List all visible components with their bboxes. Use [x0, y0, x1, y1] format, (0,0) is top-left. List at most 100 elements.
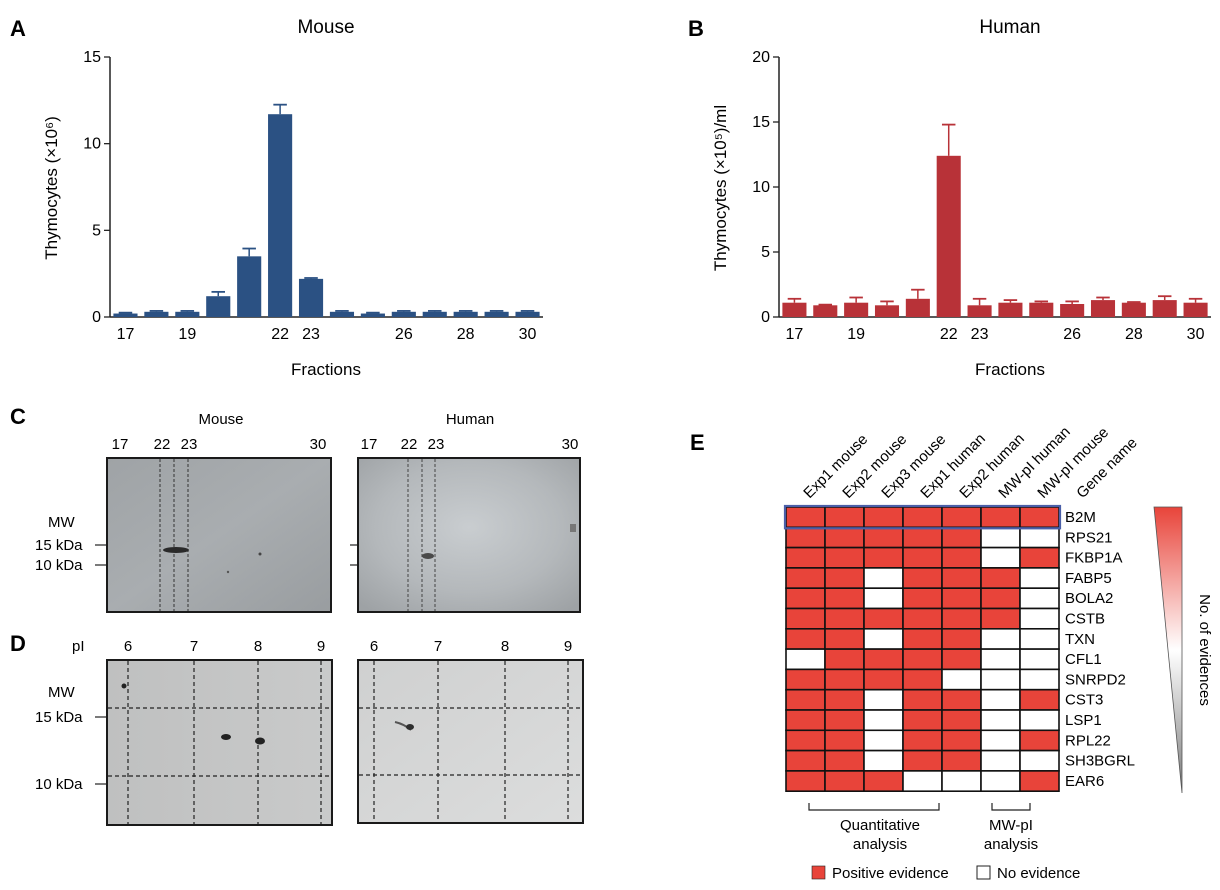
heatmap-cell [1019, 607, 1060, 630]
heatmap-cell [1019, 729, 1060, 752]
blot-human [357, 457, 581, 613]
bracket-mwpi-line1: MW-pI [989, 817, 1033, 834]
bar-fraction-28 [453, 311, 478, 317]
heatmap-cell [941, 648, 982, 671]
heatmap-cell [824, 709, 865, 732]
heatmap-cell [785, 526, 826, 549]
heatmap-cell [941, 546, 982, 569]
heatmap-cell [902, 546, 943, 569]
bar-fraction-17 [113, 313, 138, 317]
heatmap-cell [902, 567, 943, 590]
x-tick-label: 17 [117, 326, 135, 343]
heatmap-cell [902, 709, 943, 732]
legend-negative-label: No evidence [997, 865, 1080, 882]
pi-label: pI [72, 638, 85, 655]
heatmap-cell [980, 526, 1021, 549]
legend-negative-swatch [976, 865, 991, 880]
panel-label-b: B [688, 16, 704, 41]
heatmap-cell [902, 587, 943, 610]
y-tick-label: 15 [752, 114, 770, 131]
pi-value-6: 6 [124, 638, 132, 655]
y-tick-label: 0 [92, 309, 101, 326]
lane-label-23: 23 [181, 436, 198, 453]
heatmap-cell [941, 709, 982, 732]
heatmap-cell [863, 506, 904, 529]
gene-label: CST3 [1065, 692, 1103, 709]
gene-label: TXN [1065, 631, 1095, 648]
x-tick-label: 26 [395, 326, 413, 343]
y-tick-label: 10 [83, 136, 101, 153]
evidence-gradient: No. of evidences [1153, 506, 1213, 794]
heatmap-cell [980, 567, 1021, 590]
heatmap-cell [824, 729, 865, 752]
bar-fraction-20 [206, 296, 231, 317]
bar-fraction-28 [1121, 302, 1146, 317]
heatmap-cell [863, 648, 904, 671]
bracket-quantitative-label: Quantitative analysis [840, 817, 920, 853]
heatmap-cell [824, 627, 865, 650]
heatmap-cell [980, 688, 1021, 711]
heatmap-cell [980, 648, 1021, 671]
y-tick-label: 15 [83, 49, 101, 66]
heatmap-cell [824, 526, 865, 549]
bar-fraction-27 [422, 311, 447, 317]
y-tick-label: 5 [761, 244, 770, 261]
x-tick-label: 26 [1063, 326, 1081, 343]
heatmap-cell [863, 567, 904, 590]
gel-spot-mouse [221, 734, 231, 740]
heatmap-cell [1019, 567, 1060, 590]
heatmap-cell [902, 688, 943, 711]
heatmap-cell [824, 688, 865, 711]
chart-a-title: Mouse [297, 17, 354, 38]
bar-fraction-23 [967, 305, 992, 317]
panel-label-c: C [10, 404, 26, 429]
heatmap-cell [1019, 546, 1060, 569]
evidence-heatmap: B2M RPS21 FKBP1A FABP5 BOLA2 CSTB TXN CFL1 SNRPD… [783, 423, 1141, 793]
heatmap-cell [980, 627, 1021, 650]
heatmap-cell [863, 627, 904, 650]
heatmap-cell [863, 709, 904, 732]
heatmap-cell [1019, 627, 1060, 650]
heatmap-cell [902, 627, 943, 650]
blot-mouse [106, 457, 332, 613]
heatmap-cell [785, 770, 826, 793]
x-tick-label: 30 [1187, 326, 1205, 343]
bar-fraction-29 [484, 311, 509, 317]
pi-value-9: 9 [564, 638, 572, 655]
heatmap-cell [1019, 770, 1060, 793]
heatmap-cell [941, 607, 982, 630]
heatmap-cell [941, 627, 982, 650]
legend-positive-label: Positive evidence [832, 865, 949, 882]
bar-fraction-22 [936, 155, 961, 317]
gel-human [357, 659, 584, 824]
gel-spot-human [406, 724, 414, 730]
bar-fraction-21 [237, 256, 262, 317]
heatmap-cell [941, 770, 982, 793]
heatmap-cell [785, 587, 826, 610]
heatmap-cell [824, 668, 865, 691]
blot-human-title: Human [446, 411, 494, 428]
bar-fraction-24 [329, 311, 355, 317]
heatmap-cell [941, 506, 982, 529]
bracket-quantitative-line2: analysis [853, 836, 907, 853]
gene-label: EAR6 [1065, 773, 1104, 790]
bar-fraction-23 [298, 278, 324, 317]
bar-fraction-29 [1152, 300, 1177, 317]
bar-fraction-30 [1183, 302, 1208, 317]
legend-positive-swatch [811, 865, 826, 880]
heatmap-cell [785, 607, 826, 630]
lane-label-22: 22 [401, 436, 418, 453]
heatmap-cell [863, 668, 904, 691]
bar-fraction-17 [782, 302, 807, 317]
heatmap-cell [824, 567, 865, 590]
heatmap-cell [1019, 749, 1060, 772]
bar-fraction-22 [268, 114, 293, 317]
x-tick-label: 23 [302, 326, 320, 343]
heatmap-cell [824, 587, 865, 610]
heatmap-cell [902, 729, 943, 752]
x-tick-label: 19 [178, 326, 196, 343]
gene-label: LSP1 [1065, 712, 1102, 729]
heatmap-cell [824, 546, 865, 569]
bar-fraction-26 [391, 311, 416, 317]
